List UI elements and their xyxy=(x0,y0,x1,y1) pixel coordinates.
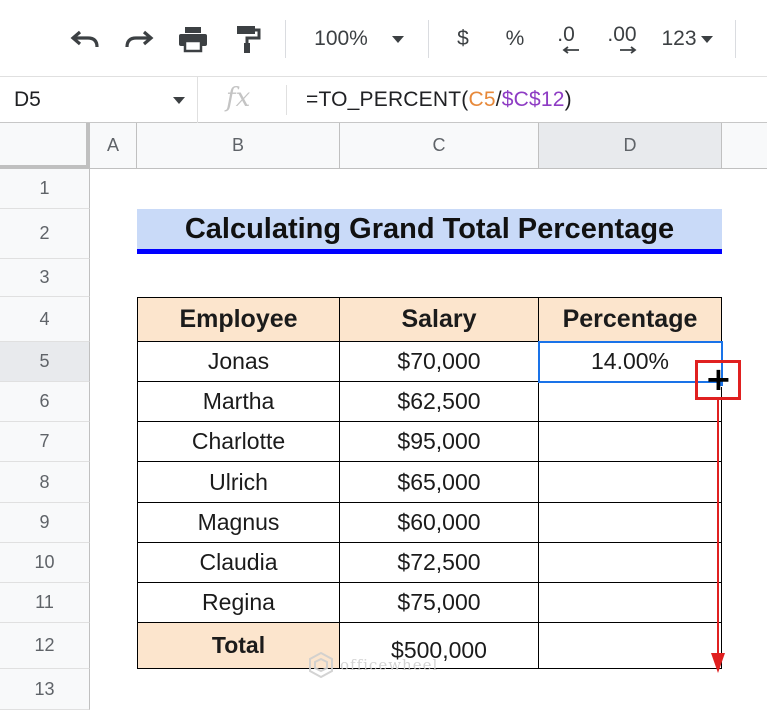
percentage-cell[interactable] xyxy=(539,623,722,669)
redo-icon xyxy=(125,30,154,48)
salary-cell[interactable]: $70,000 xyxy=(340,342,539,382)
salary-cell[interactable]: $60,000 xyxy=(340,503,539,543)
fx-icon: fx xyxy=(226,83,251,113)
percentage-cell[interactable] xyxy=(539,503,722,543)
percentage-cell[interactable] xyxy=(539,543,722,583)
format-currency-button[interactable]: $ xyxy=(446,22,480,56)
formula-suffix: ) xyxy=(564,88,572,111)
percentage-cell[interactable] xyxy=(539,462,722,503)
row-header-4[interactable]: 4 xyxy=(0,297,90,342)
sheet-grid: A B C D 1 2 3 4 5 6 7 8 9 10 11 12 13 Ca… xyxy=(0,123,767,710)
toolbar: 100% $ % .0 .00 123 xyxy=(0,0,767,77)
toolbar-divider xyxy=(428,20,429,58)
row-header-2[interactable]: 2 xyxy=(0,209,90,259)
row-header-10[interactable]: 10 xyxy=(0,543,90,583)
paint-format-icon xyxy=(237,26,261,53)
sheet-title[interactable]: Calculating Grand Total Percentage xyxy=(137,209,722,254)
watermark: officewheel xyxy=(308,652,438,678)
header-employee[interactable]: Employee xyxy=(138,298,340,342)
officewheel-logo-icon xyxy=(309,652,333,678)
salary-cell[interactable]: $95,000 xyxy=(340,422,539,462)
salary-cell[interactable]: $65,000 xyxy=(340,462,539,503)
chevron-down-icon xyxy=(700,35,713,43)
name-box-value: D5 xyxy=(14,88,41,111)
toolbar-divider xyxy=(735,20,736,58)
more-formats-label: 123 xyxy=(661,27,697,50)
increase-decimal-button[interactable]: .00 xyxy=(600,22,644,56)
arrow-left-icon xyxy=(562,46,579,54)
percentage-cell[interactable] xyxy=(539,583,722,623)
total-value-cell[interactable]: $500,000 xyxy=(340,623,539,669)
watermark-text: officewheel xyxy=(340,656,439,674)
print-button[interactable] xyxy=(172,22,214,56)
row-header-13[interactable]: 13 xyxy=(0,669,90,710)
toolbar-divider xyxy=(285,20,286,58)
column-header-a[interactable]: A xyxy=(90,123,137,169)
salary-cell[interactable]: $72,500 xyxy=(340,543,539,583)
fill-handle-highlight xyxy=(695,360,741,400)
row-header-12[interactable]: 12 xyxy=(0,623,90,669)
row-header-8[interactable]: 8 xyxy=(0,462,90,503)
decrease-decimal-label: .0 xyxy=(557,23,575,46)
column-header-d[interactable]: D xyxy=(539,123,722,169)
salary-cell[interactable]: $75,000 xyxy=(340,583,539,623)
arrow-right-icon xyxy=(620,46,637,54)
column-header-b[interactable]: B xyxy=(137,123,340,169)
undo-button[interactable] xyxy=(64,22,106,56)
row-header-9[interactable]: 9 xyxy=(0,503,90,543)
chevron-down-icon xyxy=(391,35,404,43)
print-icon xyxy=(179,27,207,53)
row-header-6[interactable]: 6 xyxy=(0,382,90,422)
formula-ref-c12: $C$12 xyxy=(501,88,565,111)
paint-format-button[interactable] xyxy=(226,22,268,56)
zoom-value: 100% xyxy=(314,27,368,50)
row-header-1[interactable]: 1 xyxy=(0,169,90,209)
header-salary[interactable]: Salary xyxy=(340,298,539,342)
column-header-c[interactable]: C xyxy=(340,123,539,169)
name-box[interactable]: D5 xyxy=(0,77,198,123)
employee-cell[interactable]: Jonas xyxy=(138,342,340,382)
arrow-down-icon xyxy=(711,399,725,673)
zoom-select[interactable]: 100% xyxy=(300,22,418,56)
crosshair-cursor-icon: + xyxy=(705,360,732,398)
employee-cell[interactable]: Charlotte xyxy=(138,422,340,462)
employee-cell[interactable]: Claudia xyxy=(138,543,340,583)
increase-decimal-label: .00 xyxy=(607,23,637,46)
employee-cell[interactable]: Regina xyxy=(138,583,340,623)
fill-handle[interactable] xyxy=(717,380,724,387)
percentage-cell[interactable] xyxy=(539,422,722,462)
more-formats-button[interactable]: 123 xyxy=(656,22,718,56)
employee-cell[interactable]: Martha xyxy=(138,382,340,422)
undo-icon xyxy=(70,30,99,48)
formula-slash: / xyxy=(495,88,502,111)
column-header-e[interactable] xyxy=(722,123,767,169)
row-header-11[interactable]: 11 xyxy=(0,583,90,623)
formula-input[interactable]: =TO_PERCENT(C5/$C$12) xyxy=(306,88,572,112)
header-percentage[interactable]: Percentage xyxy=(539,298,722,342)
percentage-cell[interactable] xyxy=(539,382,722,422)
currency-label: $ xyxy=(457,27,469,50)
table-border xyxy=(137,297,722,298)
table-border xyxy=(137,297,138,669)
select-all-corner[interactable] xyxy=(0,123,90,169)
formula-prefix: =TO_PERCENT( xyxy=(306,88,469,111)
employee-cell[interactable]: Magnus xyxy=(138,503,340,543)
formula-bar-divider xyxy=(286,85,287,115)
redo-button[interactable] xyxy=(118,22,160,56)
row-header-3[interactable]: 3 xyxy=(0,259,90,297)
formula-bar: D5 fx =TO_PERCENT(C5/$C$12) xyxy=(0,77,767,123)
decrease-decimal-button[interactable]: .0 xyxy=(546,22,586,56)
format-percent-button[interactable]: % xyxy=(498,22,532,56)
total-label-cell[interactable]: Total xyxy=(138,623,340,669)
row-header-7[interactable]: 7 xyxy=(0,422,90,462)
row-header-5[interactable]: 5 xyxy=(0,342,90,382)
percent-label: % xyxy=(505,27,525,50)
employee-cell[interactable]: Ulrich xyxy=(138,462,340,503)
salary-cell[interactable]: $62,500 xyxy=(340,382,539,422)
chevron-down-icon xyxy=(173,97,185,104)
formula-ref-c5: C5 xyxy=(468,88,496,111)
